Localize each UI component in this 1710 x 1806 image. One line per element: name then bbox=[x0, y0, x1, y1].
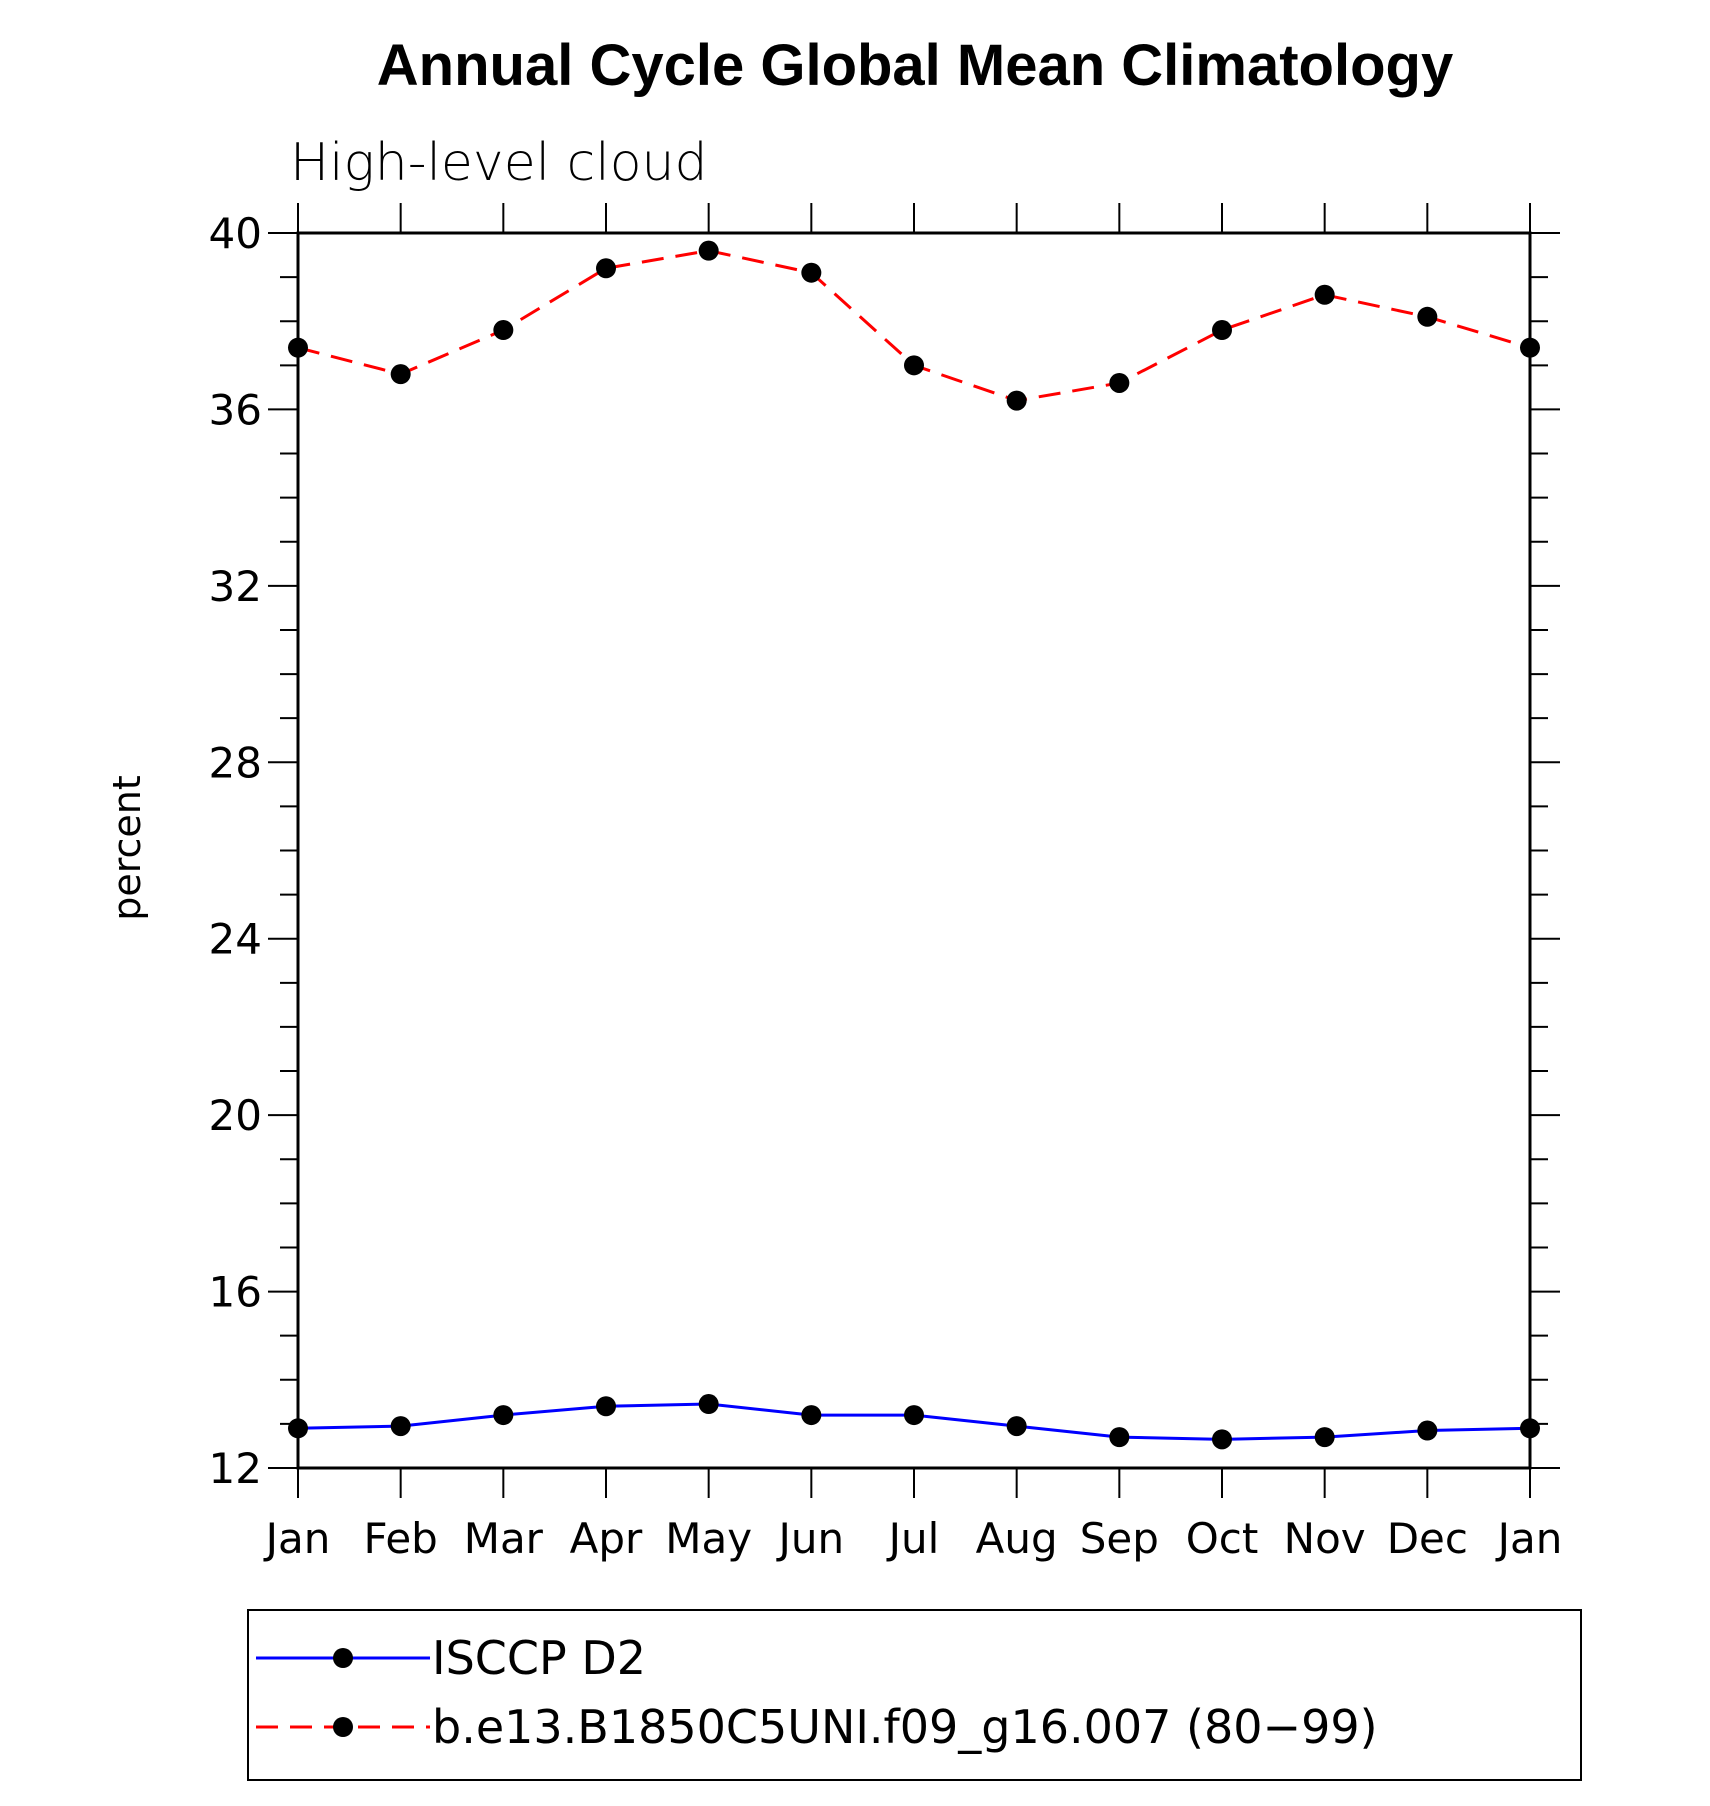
y-tick-label: 12 bbox=[209, 1444, 262, 1493]
x-tick-label: Oct bbox=[1186, 1514, 1259, 1563]
y-tick-label: 40 bbox=[209, 209, 262, 258]
data-point-0-0 bbox=[288, 1418, 308, 1439]
x-tick-label: Sep bbox=[1080, 1514, 1159, 1563]
legend-box bbox=[247, 1609, 1582, 1781]
data-point-0-5 bbox=[801, 1405, 822, 1426]
data-point-1-9 bbox=[1212, 320, 1232, 341]
legend-label-model: b.e13.B1850C5UNI.f09_g16.007 (80−99) bbox=[432, 1700, 1378, 1754]
data-point-0-2 bbox=[493, 1405, 514, 1426]
y-axis-title: percent bbox=[105, 775, 149, 921]
data-point-0-11 bbox=[1417, 1420, 1438, 1441]
legend-marker-isccp bbox=[333, 1648, 353, 1668]
y-tick-label: 28 bbox=[209, 738, 262, 787]
data-point-0-3 bbox=[596, 1396, 616, 1417]
axis-ticks bbox=[268, 203, 1560, 1498]
plot-frame bbox=[296, 231, 1532, 1470]
x-tick-label: Jul bbox=[886, 1514, 940, 1563]
data-point-0-4 bbox=[698, 1394, 719, 1415]
legend-marker-model bbox=[333, 1717, 353, 1737]
x-tick-label: Feb bbox=[363, 1514, 437, 1563]
data-point-1-11 bbox=[1417, 306, 1438, 327]
data-point-0-9 bbox=[1212, 1429, 1232, 1450]
data-point-0-10 bbox=[1314, 1427, 1335, 1448]
x-tick-label: Jan bbox=[1495, 1514, 1563, 1563]
x-tick-label: Jun bbox=[776, 1514, 845, 1563]
x-tick-label: Dec bbox=[1387, 1514, 1468, 1563]
data-point-0-6 bbox=[904, 1405, 924, 1426]
data-point-1-1 bbox=[390, 364, 411, 385]
data-point-1-7 bbox=[1006, 390, 1027, 411]
series-layer bbox=[288, 240, 1540, 1450]
data-point-1-2 bbox=[493, 320, 514, 341]
data-point-0-1 bbox=[390, 1416, 411, 1437]
data-point-1-12 bbox=[1520, 337, 1540, 358]
chart-title: Annual Cycle Global Mean Climatology bbox=[377, 33, 1453, 98]
y-tick-label: 36 bbox=[209, 385, 262, 434]
data-point-0-12 bbox=[1520, 1418, 1540, 1439]
series-line-1 bbox=[297, 249, 1531, 403]
legend-item-model: b.e13.B1850C5UNI.f09_g16.007 (80−99) bbox=[256, 1700, 1378, 1754]
data-point-0-8 bbox=[1109, 1427, 1130, 1448]
data-point-1-4 bbox=[698, 240, 719, 261]
y-tick-label: 24 bbox=[209, 915, 262, 964]
data-point-1-3 bbox=[596, 258, 616, 279]
x-tick-label: Mar bbox=[464, 1514, 544, 1563]
x-tick-label: Jan bbox=[263, 1514, 331, 1563]
data-point-1-10 bbox=[1314, 284, 1335, 305]
y-tick-label: 16 bbox=[209, 1268, 262, 1317]
x-tick-label: Nov bbox=[1284, 1514, 1366, 1563]
data-point-1-5 bbox=[801, 262, 822, 283]
data-point-1-0 bbox=[288, 337, 308, 358]
data-point-0-7 bbox=[1006, 1416, 1027, 1437]
legend-item-isccp: ISCCP D2 bbox=[256, 1631, 646, 1685]
chart-subtitle: High-level cloud bbox=[290, 133, 707, 193]
data-point-1-6 bbox=[904, 355, 924, 376]
x-tick-label: May bbox=[665, 1514, 752, 1563]
x-tick-label: Apr bbox=[570, 1514, 643, 1563]
y-tick-label: 20 bbox=[209, 1091, 262, 1140]
y-tick-labels: 12 16 20 24 28 32 36 40 bbox=[209, 209, 262, 1493]
legend-label-isccp: ISCCP D2 bbox=[432, 1631, 646, 1685]
data-point-1-8 bbox=[1109, 372, 1130, 393]
x-tick-labels: Jan Feb Mar Apr May Jun Jul Aug Sep Oct Nov Dec Jan bbox=[263, 1514, 1563, 1563]
y-tick-label: 32 bbox=[209, 562, 262, 611]
x-tick-label: Aug bbox=[976, 1514, 1058, 1563]
